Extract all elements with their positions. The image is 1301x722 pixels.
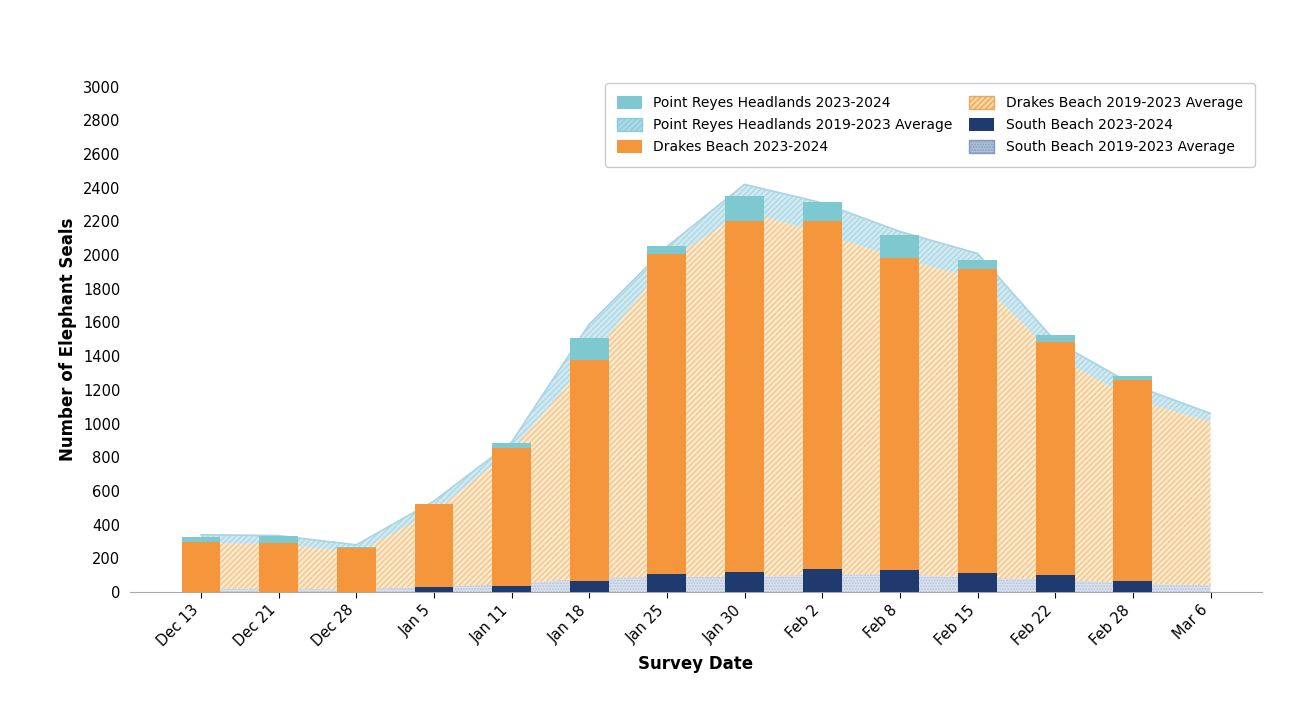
Bar [1114, 581, 1153, 592]
Bar [803, 221, 842, 569]
X-axis label: Survey Date: Survey Date [639, 655, 753, 673]
Bar [803, 569, 842, 592]
Bar [415, 504, 453, 587]
Bar [803, 202, 842, 221]
Bar [182, 542, 220, 592]
Bar [881, 570, 920, 592]
Bar [1036, 335, 1075, 342]
Bar [958, 269, 997, 573]
Bar [182, 537, 220, 542]
Y-axis label: Number of Elephant Seals: Number of Elephant Seals [60, 217, 77, 461]
Bar [1114, 380, 1153, 581]
Bar [337, 548, 376, 592]
Bar [1114, 375, 1153, 380]
Bar [570, 338, 609, 360]
Bar [958, 260, 997, 269]
Bar [259, 536, 298, 543]
Bar [259, 543, 298, 592]
Bar [648, 254, 687, 573]
Bar [881, 235, 920, 258]
Bar [725, 196, 764, 222]
Bar [1036, 575, 1075, 592]
Bar [492, 586, 531, 592]
Bar [958, 573, 997, 592]
Bar [1036, 342, 1075, 575]
Bar [337, 547, 376, 548]
Bar [415, 587, 453, 592]
Bar [570, 581, 609, 592]
Bar [725, 572, 764, 592]
Bar [648, 245, 687, 254]
Bar [881, 258, 920, 570]
Bar [492, 443, 531, 448]
Bar [570, 360, 609, 581]
Bar [648, 573, 687, 592]
Bar [492, 448, 531, 586]
Bar [725, 222, 764, 572]
Legend: Point Reyes Headlands 2023-2024, Point Reyes Headlands 2019-2023 Average, Drakes: Point Reyes Headlands 2023-2024, Point R… [605, 84, 1255, 167]
